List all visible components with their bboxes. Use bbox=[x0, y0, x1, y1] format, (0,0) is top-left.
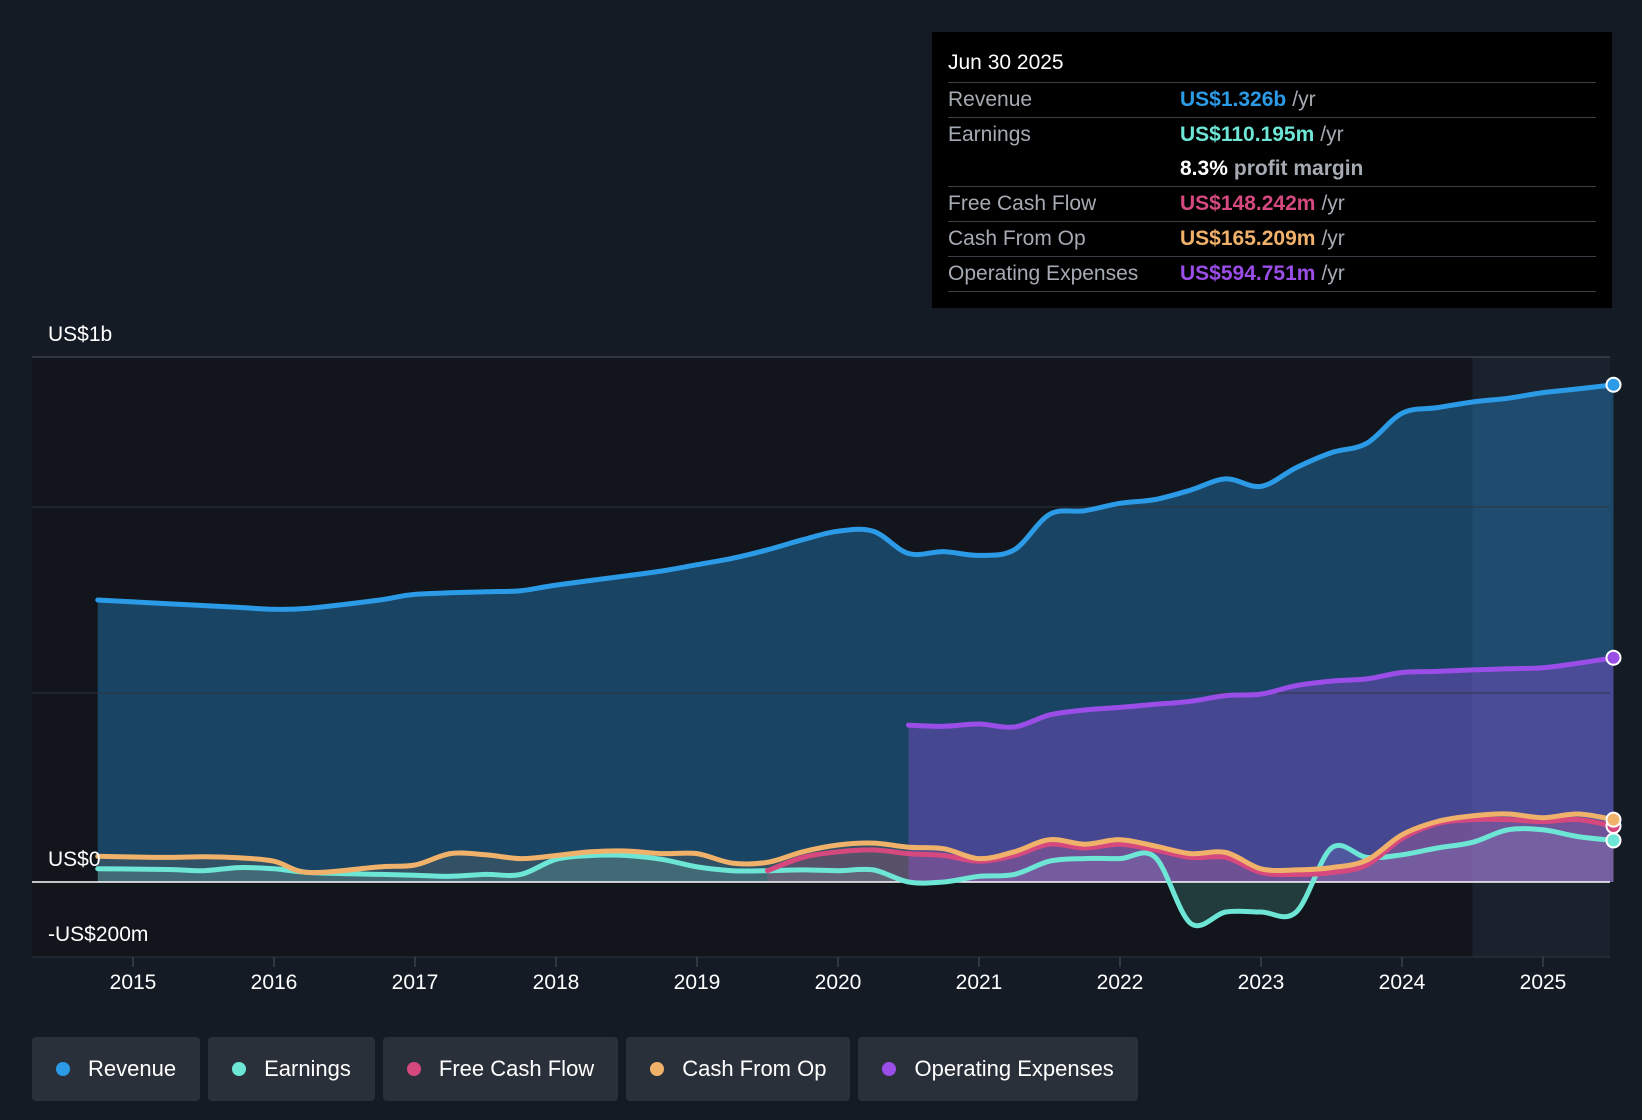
legend-label: Cash From Op bbox=[682, 1056, 827, 1081]
tooltip-value: US$110.195m bbox=[1180, 123, 1315, 146]
legend-dot-icon bbox=[232, 1062, 247, 1076]
line-operating-expenses bbox=[906, 655, 1616, 730]
x-tick-label: 2015 bbox=[110, 971, 157, 994]
forecast-region bbox=[1472, 357, 1610, 957]
legend-dot-icon bbox=[406, 1062, 421, 1076]
tooltip-date: Jun 30 2025 bbox=[948, 46, 1596, 83]
endpoint-cash-from-op bbox=[1605, 811, 1622, 828]
area-earnings bbox=[97, 828, 1614, 926]
series-endpoints bbox=[1605, 376, 1622, 849]
profit-margin-value: 8.3% bbox=[1180, 157, 1228, 180]
profit-margin-label: profit margin bbox=[1233, 157, 1364, 180]
legend-item-revenue[interactable]: Revenue bbox=[32, 1037, 201, 1101]
legend-dot-icon bbox=[882, 1062, 897, 1076]
tooltip-label: Free Cash Flow bbox=[948, 192, 1097, 215]
endpoint-revenue bbox=[1605, 376, 1622, 393]
tooltip-value: US$1.326b bbox=[1180, 88, 1287, 111]
legend-item-cash-from-op[interactable]: Cash From Op bbox=[626, 1037, 851, 1101]
plot-background bbox=[32, 357, 1610, 957]
legend-label: Operating Expenses bbox=[914, 1056, 1114, 1081]
tooltip-label: Cash From Op bbox=[948, 227, 1086, 250]
x-tick-label: 2019 bbox=[674, 971, 721, 994]
x-tick-label: 2021 bbox=[956, 971, 1003, 994]
legend-item-earnings[interactable]: Earnings bbox=[208, 1037, 375, 1101]
legend-item-free-cash-flow[interactable]: Free Cash Flow bbox=[382, 1037, 619, 1101]
tooltip: Jun 30 2025 Revenue US$1.326b /yr Earnin… bbox=[932, 32, 1612, 308]
legend-label: Earnings bbox=[264, 1056, 351, 1081]
legend-dot-icon bbox=[650, 1062, 665, 1076]
gridlines bbox=[32, 356, 1610, 958]
x-tick-label: 2020 bbox=[815, 971, 862, 994]
tooltip-row-operating-expenses: Operating Expenses US$594.751m /yr bbox=[948, 257, 1596, 292]
tooltip-row-earnings: Earnings US$110.195m /yr bbox=[948, 118, 1596, 152]
area-revenue bbox=[97, 384, 1614, 882]
x-tick-label: 2023 bbox=[1238, 971, 1285, 994]
tooltip-label: Revenue bbox=[948, 88, 1033, 111]
legend-dot-icon bbox=[56, 1062, 70, 1076]
tooltip-row-cash-from-op: Cash From Op US$165.209m /yr bbox=[948, 222, 1596, 257]
y-tick-label: US$1b bbox=[48, 323, 112, 346]
legend-item-operating-expenses[interactable]: Operating Expenses bbox=[858, 1037, 1138, 1101]
tooltip-value: US$165.209m bbox=[1180, 227, 1316, 250]
legend-label: Free Cash Flow bbox=[438, 1056, 595, 1081]
tooltip-row-revenue: Revenue US$1.326b /yr bbox=[948, 83, 1596, 118]
tooltip-unit: /yr bbox=[1320, 123, 1344, 146]
y-tick-label: US$0 bbox=[48, 848, 101, 871]
axis-labels: US$1b US$0 -US$200m 2015 2016 2017 2018 2019 202… bbox=[48, 323, 1566, 994]
line-cash-from-op bbox=[95, 811, 1616, 876]
legend: Revenue Earnings Free Cash Flow Cash Fro… bbox=[32, 1037, 1146, 1101]
endpoint-earnings bbox=[1605, 832, 1622, 849]
line-free-cash-flow bbox=[765, 816, 1616, 878]
tooltip-unit: /yr bbox=[1321, 192, 1345, 215]
tooltip-row-free-cash-flow: Free Cash Flow US$148.242m /yr bbox=[948, 187, 1596, 222]
x-tick-label: 2024 bbox=[1379, 971, 1426, 994]
x-tick-label: 2018 bbox=[533, 971, 580, 994]
line-revenue bbox=[95, 382, 1616, 612]
tooltip-unit: /yr bbox=[1321, 262, 1345, 285]
endpoint-operating-expenses bbox=[1605, 649, 1622, 666]
tooltip-label: Earnings bbox=[948, 123, 1031, 146]
area-free-cash-flow bbox=[767, 819, 1614, 882]
tooltip-unit: /yr bbox=[1321, 227, 1345, 250]
x-tick-label: 2016 bbox=[251, 971, 298, 994]
x-tick-label: 2022 bbox=[1097, 971, 1144, 994]
series-lines bbox=[95, 382, 1616, 929]
tooltip-label: Operating Expenses bbox=[948, 262, 1139, 285]
y-tick-label: -US$200m bbox=[48, 923, 148, 946]
tooltip-row-margin: 8.3% profit margin bbox=[948, 152, 1596, 187]
legend-label: Revenue bbox=[88, 1056, 177, 1081]
x-tick-label: 2025 bbox=[1520, 971, 1567, 994]
tooltip-value: US$148.242m bbox=[1180, 192, 1316, 215]
tooltip-value: US$594.751m bbox=[1180, 262, 1316, 285]
tooltip-unit: /yr bbox=[1292, 88, 1316, 111]
x-tick-label: 2017 bbox=[392, 971, 439, 994]
